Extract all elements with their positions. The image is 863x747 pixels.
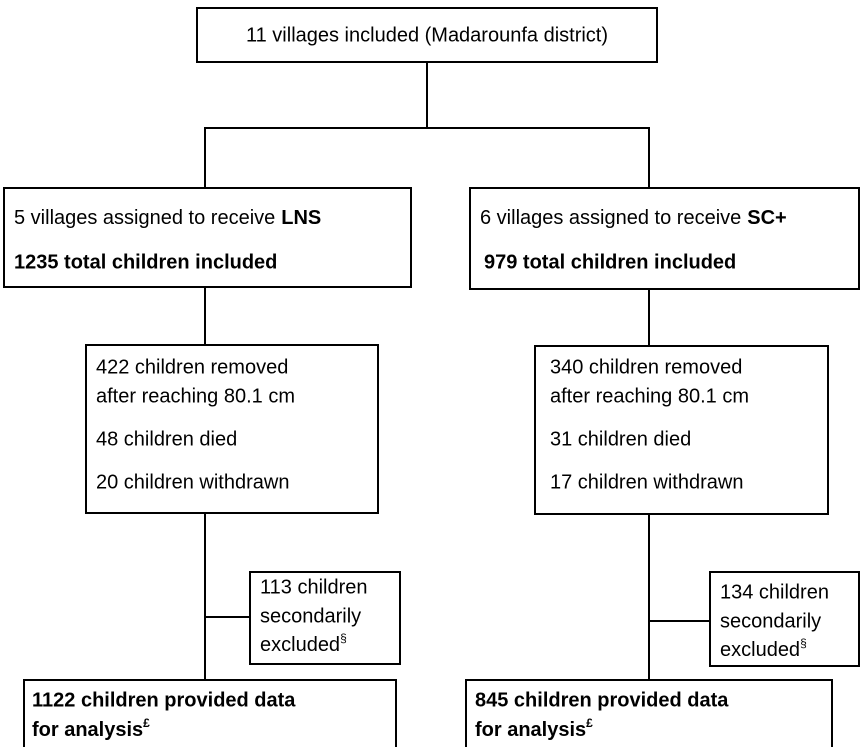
analysed-line: for analysis£ <box>475 716 593 741</box>
box <box>465 679 833 747</box>
excluded-line: excluded§ <box>720 636 807 661</box>
assignment-text: 6 villages assigned to receive <box>480 207 741 229</box>
analysed-text: for analysis <box>475 719 586 741</box>
excluded-line: secondarily <box>260 605 361 627</box>
loss-line: 48 children died <box>96 428 237 450</box>
loss-line: 340 children removed <box>550 356 742 378</box>
loss-line: 422 children removed <box>96 356 288 378</box>
box <box>3 187 412 288</box>
box <box>534 345 829 515</box>
box <box>196 7 658 63</box>
box <box>249 571 401 665</box>
analysed-line: for analysis£ <box>32 716 150 741</box>
assignment-text: 5 villages assigned to receive <box>14 207 275 229</box>
intervention: SC+ <box>747 207 786 229</box>
analysed-line: 845 children provided data <box>475 689 729 711</box>
excluded-line: 134 children <box>720 581 829 603</box>
assignment: 6 villages assigned to receive SC+ <box>480 207 787 229</box>
assignment: 5 villages assigned to receive LNS <box>14 207 321 229</box>
box <box>709 571 860 667</box>
footnote-mark: £ <box>143 716 150 730</box>
excluded-line: secondarily <box>720 610 821 632</box>
analysed-text: for analysis <box>32 719 143 741</box>
footnote-mark: § <box>340 631 347 645</box>
excluded-line: 113 children <box>260 576 367 598</box>
loss-line: after reaching 80.1 cm <box>96 385 295 407</box>
intervention: LNS <box>281 207 321 229</box>
excluded-text: excluded <box>720 639 800 661</box>
box <box>85 344 379 514</box>
loss-line: after reaching 80.1 cm <box>550 385 749 407</box>
box <box>23 679 397 747</box>
footnote-mark: £ <box>586 716 593 730</box>
loss-line: 17 children withdrawn <box>550 471 743 493</box>
footnote-mark: § <box>800 636 807 650</box>
loss-line: 31 children died <box>550 428 691 450</box>
box <box>469 187 860 290</box>
excluded-line: excluded§ <box>260 631 347 656</box>
loss-line: 20 children withdrawn <box>96 471 289 493</box>
analysed-line: 1122 children provided data <box>32 689 296 711</box>
included: 1235 total children included <box>14 251 277 273</box>
node-label: 11 villages included (Madarounfa distric… <box>246 24 608 46</box>
included: 979 total children included <box>484 251 736 273</box>
excluded-text: excluded <box>260 634 340 656</box>
